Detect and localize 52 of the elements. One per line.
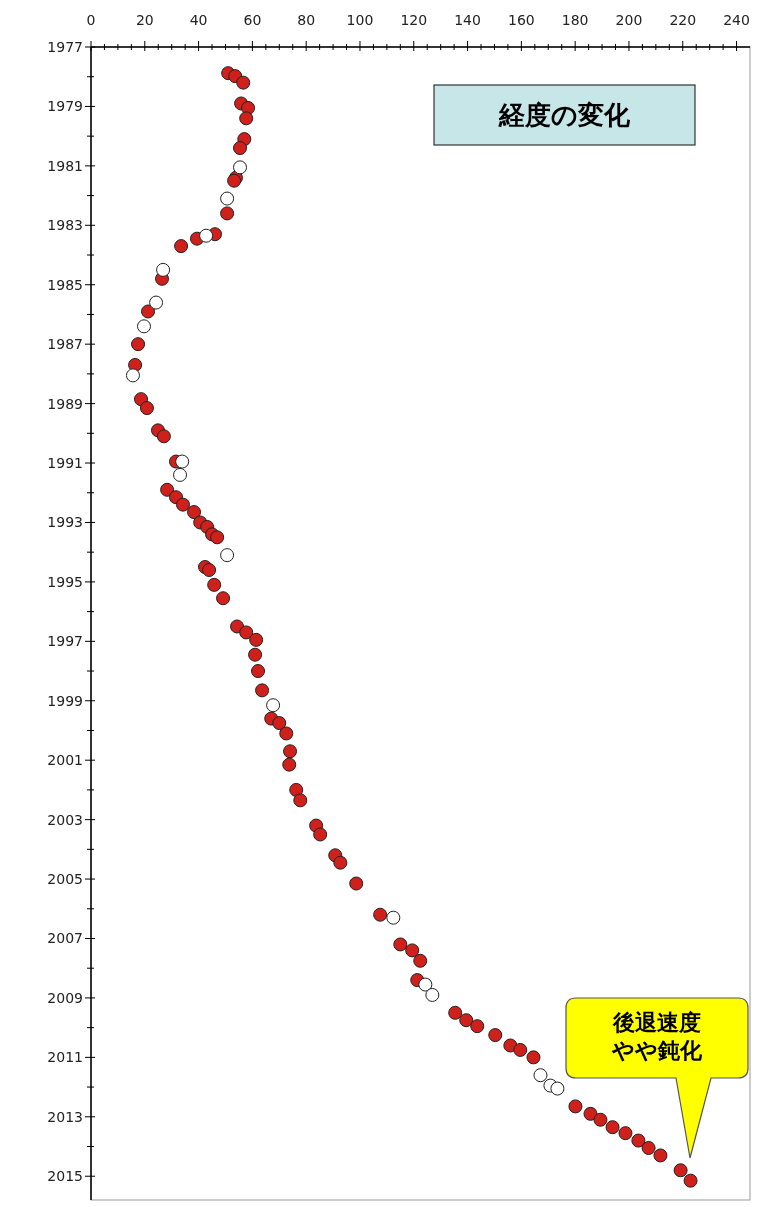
x-tick-label: 120 (400, 12, 428, 28)
point (220, 548, 235, 563)
x-tick-label: 80 (297, 12, 316, 28)
x-tick-label: 0 (86, 12, 96, 28)
x-tick-label: 200 (615, 12, 643, 28)
x-tick-label: 140 (454, 12, 481, 28)
point (425, 987, 440, 1002)
x-tick-label: 40 (189, 12, 208, 28)
point (149, 295, 164, 310)
y-tick-label: 2011 (47, 1049, 83, 1066)
y-tick-label: 2005 (47, 871, 83, 888)
x-tick-label: 100 (346, 12, 374, 28)
y-tick-label: 1997 (47, 633, 83, 650)
x-tick-label: 60 (243, 12, 262, 28)
x-tick-label: 160 (508, 12, 535, 28)
point (220, 191, 235, 206)
x-tick-label: 220 (669, 12, 697, 28)
point (125, 368, 140, 383)
y-tick-label: 1983 (47, 217, 83, 234)
y-tick-label: 2013 (47, 1108, 83, 1125)
point (173, 467, 188, 482)
y-tick-label: 1999 (47, 692, 83, 709)
y-tick-label: 1993 (47, 514, 83, 531)
y-tick-label: 1989 (47, 395, 83, 412)
x-tick-label: 180 (561, 12, 589, 28)
point (233, 160, 248, 175)
y-tick-label: 1991 (47, 455, 83, 472)
text: 経度の変化 (498, 100, 631, 130)
point (199, 228, 214, 243)
x-tick-label: 240 (723, 12, 750, 28)
y-tick-label: 2003 (47, 811, 83, 828)
y-tick-label: 2009 (47, 989, 83, 1006)
y-tick-label: 1979 (47, 98, 83, 115)
y-tick-label: 1987 (47, 336, 83, 353)
y-tick-label: 2007 (47, 930, 83, 947)
point (136, 319, 151, 334)
point (386, 910, 401, 925)
y-tick-label: 1995 (47, 573, 83, 590)
point (418, 977, 433, 992)
picture-callout: 後退速度やや鈍化 (565, 997, 749, 1159)
point (533, 1068, 548, 1083)
point (175, 454, 190, 469)
x-tick-label: 20 (135, 12, 154, 28)
y-tick-label: 1985 (47, 276, 83, 293)
y-tick-label: 2001 (47, 752, 83, 769)
y-tick-label: 2015 (47, 1168, 83, 1185)
annotation: 後退速度やや鈍化 (611, 1010, 703, 1063)
y-tick-label: 1981 (47, 157, 83, 174)
y-tick-label: 1977 (47, 39, 83, 55)
point (156, 262, 171, 277)
point (550, 1081, 565, 1096)
point (266, 698, 281, 713)
